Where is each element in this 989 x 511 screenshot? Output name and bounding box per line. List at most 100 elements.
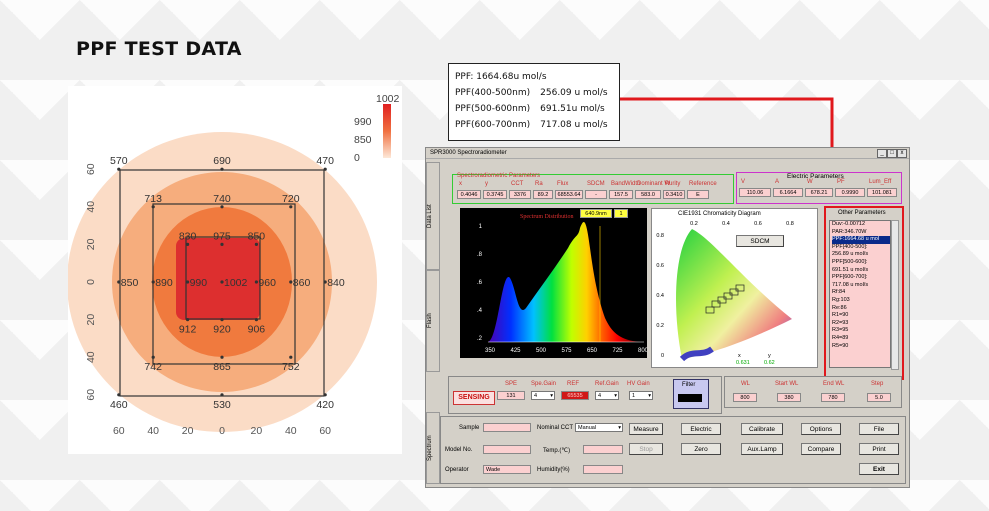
legend-label: 1002 xyxy=(376,93,400,105)
stop-button[interactable]: Stop xyxy=(629,443,663,455)
model-no-label: Model No. xyxy=(445,447,473,453)
measure-button[interactable]: Measure xyxy=(629,423,663,435)
tab-flash[interactable]: Flash xyxy=(426,270,440,372)
calibrate-button[interactable]: Calibrate xyxy=(741,423,783,435)
param-header: Dominant W xyxy=(637,181,671,187)
model-no-input[interactable] xyxy=(483,445,531,454)
filter-button[interactable]: Filter xyxy=(673,379,709,409)
other-param-item[interactable]: PPF[600-700]: xyxy=(832,274,868,281)
minimize-button[interactable]: _ xyxy=(877,149,887,158)
param-header: Purity xyxy=(665,181,681,187)
other-param-item[interactable]: PPF[400-500]: xyxy=(832,243,868,250)
other-param-item[interactable]: PPF:1664.68 u mol xyxy=(832,236,890,244)
nominal-cct-select[interactable]: Manual xyxy=(575,423,623,433)
legend-labels: 1002 990 850 0 xyxy=(354,93,400,164)
compare-button[interactable]: Compare xyxy=(801,443,841,455)
heat-point-dot xyxy=(151,355,155,359)
heat-point-label: 850 xyxy=(248,230,266,242)
ppf-400-500-value: 256.09 u mol/s xyxy=(540,88,608,98)
end-wl-value[interactable]: 780 xyxy=(821,393,845,402)
other-param-item[interactable]: Re:86 xyxy=(832,304,847,311)
other-param-item[interactable]: Duv:-0.00712 xyxy=(832,221,866,227)
close-button[interactable]: x xyxy=(897,149,907,158)
heat-point-label: 740 xyxy=(213,193,231,205)
other-param-item[interactable]: PPF[500-600]: xyxy=(832,258,868,265)
other-param-item[interactable]: Rf:84 xyxy=(832,289,846,296)
step-value[interactable]: 5.0 xyxy=(867,393,891,402)
spectrum-chart: 1 .8 .6 .4 .2 350 425 500 575 650 725 800 Spectrum … xyxy=(460,208,649,358)
other-param-item[interactable]: R2=93 xyxy=(832,319,849,326)
heat-point-label: 990 xyxy=(190,277,208,289)
spe-gain-select[interactable]: 4 xyxy=(531,391,555,401)
heat-core xyxy=(176,238,260,320)
heat-point-label: 690 xyxy=(213,155,231,167)
legend-label: 0 xyxy=(354,152,360,164)
wl-value[interactable]: 800 xyxy=(733,393,757,402)
print-button[interactable]: Print xyxy=(859,443,899,455)
sdcm-button[interactable]: SDCM xyxy=(736,235,784,247)
other-param-item[interactable]: 691.51 u mol/s xyxy=(832,266,869,273)
heat-point-dot xyxy=(186,318,190,322)
heat-y-tick: 20 xyxy=(85,238,97,250)
heat-point-dot xyxy=(220,205,224,209)
heat-point-dot xyxy=(254,242,258,246)
tab-data-list[interactable]: Data List xyxy=(426,162,440,270)
heat-x-tick: 60 xyxy=(319,425,331,437)
maximize-button[interactable]: □ xyxy=(887,149,897,158)
tab-spectrum[interactable]: Spectrum xyxy=(426,412,440,484)
param-header: SDCM xyxy=(587,181,605,187)
zero-button[interactable]: Zero xyxy=(681,443,721,455)
other-params-scrollbar[interactable] xyxy=(891,220,899,370)
sample-input[interactable] xyxy=(483,423,531,432)
spectrum-y-tick: 1 xyxy=(479,224,483,230)
param-header: PF xyxy=(837,179,845,185)
humidity-input[interactable] xyxy=(583,465,623,474)
heat-y-tick: 0 xyxy=(85,279,97,285)
ppf-500-600-label: PPF(500-600nm) xyxy=(455,104,531,114)
heat-point-label: 860 xyxy=(293,277,311,289)
options-button[interactable]: Options xyxy=(801,423,841,435)
aux-lamp-button[interactable]: Aux.Lamp xyxy=(741,443,783,455)
heat-point-label: 890 xyxy=(155,277,173,289)
heat-point-dot xyxy=(220,242,224,246)
operator-input[interactable]: Wade xyxy=(483,465,531,474)
heat-point-label: 830 xyxy=(179,230,197,242)
hv-gain-select[interactable]: 1 xyxy=(629,391,653,401)
wl-label: WL xyxy=(741,381,750,387)
heat-y-tick: 40 xyxy=(85,351,97,363)
cie-marker xyxy=(729,288,739,296)
heat-point-label: 865 xyxy=(213,361,231,373)
start-wl-label: Start WL xyxy=(775,381,799,387)
param-header: x xyxy=(459,181,462,187)
other-param-item[interactable]: PAR:346.70W xyxy=(832,228,867,235)
cie-y-tick: 0.2 xyxy=(656,323,664,329)
start-wl-value[interactable]: 380 xyxy=(777,393,801,402)
other-param-item[interactable]: R4=89 xyxy=(832,334,849,341)
other-param-item[interactable]: R3=95 xyxy=(832,327,849,334)
temp-input[interactable] xyxy=(583,445,623,454)
grid-mid xyxy=(152,203,296,365)
other-params-list[interactable]: Duv:-0.00712 PAR:346.70W PPF:1664.68 u mol… xyxy=(829,220,891,368)
ref-value: 65535 xyxy=(561,391,589,400)
electric-button[interactable]: Electric xyxy=(681,423,721,435)
spectrum-x-tick: 500 xyxy=(536,348,547,354)
ppf-600-700-value: 717.08 u mol/s xyxy=(540,120,608,130)
heat-point-label: 850 xyxy=(121,277,139,289)
other-param-item[interactable]: R1=90 xyxy=(832,312,849,319)
cie-svg: 0.2 0.4 0.6 0.8 0.8 0.6 0.4 0.2 0 x 0.631 y 0.62 xyxy=(656,221,793,366)
other-param-item[interactable]: Rg:103 xyxy=(832,296,850,303)
cie-marker xyxy=(711,300,721,308)
cie-y-value: 0.62 xyxy=(764,360,775,366)
other-param-item[interactable]: 717.08 u mol/s xyxy=(832,281,869,288)
other-param-item[interactable]: 256.89 u mol/s xyxy=(832,251,869,258)
param-value: 89.2 xyxy=(533,190,553,199)
cie-diagram: CIE1931 Chromaticity Diagram 0.2 0.4 0.6 0.… xyxy=(651,208,818,368)
heat-point-dot xyxy=(289,205,293,209)
ref-gain-select[interactable]: 4 xyxy=(595,391,619,401)
file-button[interactable]: File xyxy=(859,423,899,435)
spectrum-title: Spectrum Distribution xyxy=(520,214,574,220)
exit-button[interactable]: Exit xyxy=(859,463,899,475)
other-param-item[interactable]: R5=90 xyxy=(832,342,849,349)
heat-point-dot xyxy=(220,280,224,284)
